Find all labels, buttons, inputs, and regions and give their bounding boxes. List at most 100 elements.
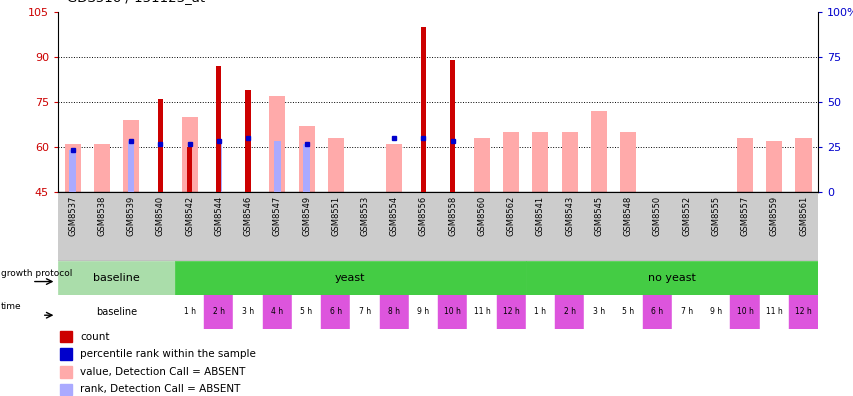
Bar — [583, 192, 612, 261]
Bar — [292, 192, 321, 261]
Text: 6 h: 6 h — [329, 307, 341, 316]
Text: GSM8542: GSM8542 — [185, 196, 194, 236]
Text: GSM8543: GSM8543 — [565, 196, 573, 236]
Bar — [61, 366, 72, 378]
Text: 10 h: 10 h — [444, 307, 461, 316]
Text: 9 h: 9 h — [709, 307, 721, 316]
Bar — [612, 192, 642, 261]
Text: 1 h: 1 h — [534, 307, 546, 316]
Text: 9 h: 9 h — [417, 307, 429, 316]
Text: baseline: baseline — [93, 273, 140, 283]
Bar — [525, 295, 554, 329]
Bar — [421, 27, 426, 192]
Bar — [321, 192, 350, 261]
Text: GSM8552: GSM8552 — [682, 196, 690, 236]
Text: GSM8544: GSM8544 — [214, 196, 223, 236]
Bar — [303, 144, 310, 192]
Bar — [263, 192, 292, 261]
Bar — [467, 192, 496, 261]
Bar — [496, 295, 525, 329]
Bar — [187, 147, 192, 192]
Text: GSM8541: GSM8541 — [536, 196, 544, 236]
Bar — [380, 295, 409, 329]
Bar — [729, 295, 759, 329]
Text: 3 h: 3 h — [241, 307, 254, 316]
Text: 6 h: 6 h — [651, 307, 663, 316]
Text: GSM8537: GSM8537 — [68, 196, 77, 236]
Bar — [123, 120, 139, 192]
Bar — [765, 141, 781, 192]
Bar — [61, 384, 72, 395]
Bar — [671, 192, 700, 261]
Text: time: time — [1, 302, 22, 311]
Bar — [233, 192, 263, 261]
Text: baseline: baseline — [96, 307, 137, 317]
Bar — [204, 295, 233, 329]
Text: GSM8547: GSM8547 — [272, 196, 281, 236]
Bar — [175, 261, 525, 295]
Bar — [612, 295, 642, 329]
Text: GSM8561: GSM8561 — [798, 196, 807, 236]
Bar — [87, 192, 116, 261]
Bar — [467, 295, 496, 329]
Bar — [794, 138, 810, 192]
Text: growth protocol: growth protocol — [1, 268, 73, 278]
Bar — [473, 138, 490, 192]
Bar — [409, 295, 438, 329]
Bar — [590, 111, 606, 192]
Bar — [759, 192, 788, 261]
Bar — [619, 132, 635, 192]
Bar — [269, 96, 285, 192]
Bar — [58, 192, 87, 261]
Bar — [450, 60, 455, 192]
Bar — [182, 117, 197, 192]
Bar — [69, 150, 76, 192]
Text: yeast: yeast — [334, 273, 365, 283]
Text: GSM8557: GSM8557 — [740, 196, 749, 236]
Bar — [671, 295, 700, 329]
Bar — [788, 295, 817, 329]
Bar — [380, 192, 409, 261]
Bar — [554, 192, 583, 261]
Text: percentile rank within the sample: percentile rank within the sample — [80, 349, 256, 359]
Bar — [204, 192, 233, 261]
Text: rank, Detection Call = ABSENT: rank, Detection Call = ABSENT — [80, 385, 240, 394]
Bar — [561, 132, 577, 192]
Bar — [583, 295, 612, 329]
Bar — [245, 90, 251, 192]
Text: GSM8538: GSM8538 — [97, 196, 107, 236]
Bar — [736, 138, 752, 192]
Bar — [386, 144, 402, 192]
Bar — [409, 192, 438, 261]
Text: 11 h: 11 h — [473, 307, 490, 316]
Bar — [496, 192, 525, 261]
Bar — [438, 295, 467, 329]
Text: GSM8545: GSM8545 — [594, 196, 603, 236]
Text: 12 h: 12 h — [502, 307, 519, 316]
Text: GSM8560: GSM8560 — [477, 196, 486, 236]
Text: GSM8540: GSM8540 — [156, 196, 165, 236]
Text: GSM8555: GSM8555 — [711, 196, 719, 236]
Text: 7 h: 7 h — [358, 307, 371, 316]
Text: GSM8550: GSM8550 — [652, 196, 661, 236]
Bar — [642, 295, 671, 329]
Bar — [61, 348, 72, 360]
Bar — [65, 144, 81, 192]
Bar — [700, 295, 729, 329]
Text: no yeast: no yeast — [647, 273, 695, 283]
Text: GSM8553: GSM8553 — [360, 196, 369, 236]
Bar — [128, 141, 134, 192]
Text: 1 h: 1 h — [183, 307, 195, 316]
Bar — [350, 192, 380, 261]
Bar — [263, 295, 292, 329]
Text: 3 h: 3 h — [592, 307, 604, 316]
Bar — [292, 295, 321, 329]
Bar — [788, 192, 817, 261]
Text: 7 h: 7 h — [680, 307, 692, 316]
Text: GSM8546: GSM8546 — [243, 196, 252, 236]
Bar — [438, 192, 467, 261]
Bar — [525, 192, 554, 261]
Bar — [175, 192, 204, 261]
Bar — [299, 126, 314, 192]
Text: count: count — [80, 331, 109, 341]
